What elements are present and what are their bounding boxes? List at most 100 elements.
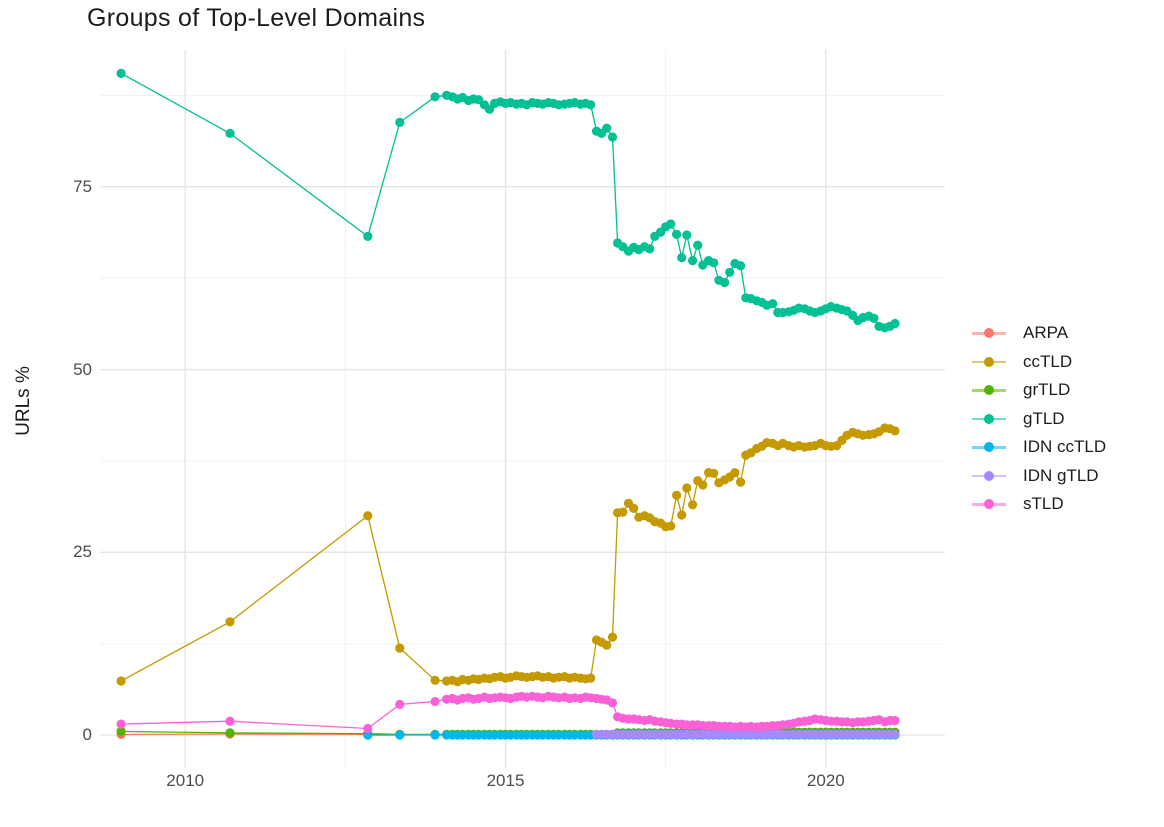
data-point bbox=[677, 510, 687, 520]
data-point bbox=[890, 426, 900, 436]
data-point bbox=[225, 728, 235, 738]
legend-item-label: gTLD bbox=[1023, 408, 1065, 428]
data-point bbox=[730, 468, 740, 478]
legend-swatch bbox=[972, 323, 1006, 343]
data-point bbox=[629, 503, 639, 513]
series-cctld bbox=[116, 423, 900, 687]
data-point bbox=[225, 617, 235, 627]
legend-item-label: ccTLD bbox=[1023, 351, 1073, 371]
data-point bbox=[225, 716, 235, 726]
legend-item-label: grTLD bbox=[1023, 380, 1071, 400]
data-point bbox=[607, 632, 618, 642]
data-point bbox=[890, 318, 900, 329]
data-point bbox=[395, 730, 405, 740]
y-tick-label: 75 bbox=[73, 176, 92, 196]
data-point bbox=[709, 258, 719, 268]
data-point bbox=[430, 696, 440, 707]
legend-swatch bbox=[972, 352, 1006, 372]
data-point bbox=[677, 253, 687, 263]
legend-swatch bbox=[972, 409, 1006, 429]
data-point bbox=[720, 277, 730, 288]
data-point bbox=[430, 92, 440, 102]
series-idn-gtld bbox=[591, 729, 900, 740]
data-point bbox=[645, 244, 655, 254]
data-point bbox=[890, 715, 900, 726]
data-point bbox=[736, 261, 746, 271]
data-point bbox=[890, 729, 900, 740]
legend-point-swatch bbox=[984, 385, 994, 396]
data-point bbox=[672, 490, 682, 500]
x-tick-label: 2010 bbox=[166, 771, 205, 790]
series-stld bbox=[116, 691, 900, 734]
data-point bbox=[607, 132, 618, 142]
data-point bbox=[395, 117, 405, 127]
data-point bbox=[688, 500, 698, 510]
y-tick-label: 0 bbox=[82, 725, 92, 745]
legend-point-swatch bbox=[984, 442, 994, 453]
data-point bbox=[116, 719, 126, 729]
data-point bbox=[666, 521, 676, 531]
data-point bbox=[116, 726, 126, 737]
data-point bbox=[395, 643, 405, 653]
legend-item-arpa: ARPA bbox=[972, 319, 1106, 348]
legend-point-swatch bbox=[984, 499, 994, 510]
series-gtld bbox=[116, 68, 900, 333]
legend-point-swatch bbox=[984, 470, 994, 481]
data-point bbox=[363, 730, 373, 740]
legend-item-cctld: ccTLD bbox=[972, 348, 1106, 377]
legend: ARPA ccTLD grTLD gTLD IDN ccTLD IDN gTLD sTLD bbox=[972, 319, 1106, 519]
legend-item-label: ARPA bbox=[1023, 323, 1069, 343]
legend-item-grtld: grTLD bbox=[972, 376, 1106, 405]
legend-item-stld: sTLD bbox=[972, 490, 1106, 519]
legend-item-idn-gtld: IDN gTLD bbox=[972, 462, 1106, 491]
legend-point-swatch bbox=[984, 356, 994, 367]
legend-swatch bbox=[972, 494, 1006, 514]
legend-item-label: sTLD bbox=[1023, 494, 1064, 514]
data-point bbox=[586, 100, 596, 110]
data-point bbox=[225, 128, 235, 138]
data-point bbox=[682, 483, 692, 493]
data-point bbox=[602, 123, 612, 133]
y-tick-label: 25 bbox=[73, 542, 92, 562]
data-point bbox=[736, 477, 746, 487]
y-axis-label: URLs % bbox=[13, 366, 34, 436]
data-point bbox=[363, 231, 373, 241]
legend-item-label: IDN ccTLD bbox=[1023, 437, 1107, 457]
data-point bbox=[363, 511, 373, 521]
data-point bbox=[607, 698, 618, 708]
legend-swatch bbox=[972, 380, 1006, 400]
legend-item-gtld: gTLD bbox=[972, 405, 1106, 434]
data-point bbox=[725, 267, 735, 277]
data-point bbox=[672, 229, 682, 239]
y-tick-label: 50 bbox=[73, 359, 92, 379]
chart-title: Groups of Top-Level Domains bbox=[87, 4, 426, 32]
data-point bbox=[693, 240, 703, 250]
series-line bbox=[120, 72, 896, 329]
data-point bbox=[698, 480, 708, 490]
x-tick-label: 2015 bbox=[486, 771, 525, 790]
legend-item-label: IDN gTLD bbox=[1023, 465, 1099, 485]
x-tick-label: 2020 bbox=[806, 771, 845, 790]
data-point bbox=[768, 299, 778, 309]
legend-point-swatch bbox=[984, 328, 994, 339]
legend-swatch bbox=[972, 466, 1006, 486]
legend-swatch bbox=[972, 437, 1006, 457]
data-point bbox=[682, 230, 692, 240]
data-point bbox=[666, 219, 676, 229]
data-point bbox=[618, 507, 628, 517]
data-point bbox=[116, 676, 126, 686]
data-point bbox=[602, 640, 612, 650]
data-point bbox=[688, 256, 698, 266]
data-point bbox=[586, 673, 596, 683]
legend-point-swatch bbox=[984, 413, 994, 424]
legend-item-idn-cctld: IDN ccTLD bbox=[972, 433, 1106, 462]
data-point bbox=[430, 675, 440, 685]
data-point bbox=[430, 730, 440, 740]
data-point bbox=[116, 68, 126, 78]
data-point bbox=[869, 313, 879, 323]
data-point bbox=[363, 723, 373, 734]
data-point bbox=[709, 468, 719, 478]
data-point bbox=[395, 699, 405, 710]
